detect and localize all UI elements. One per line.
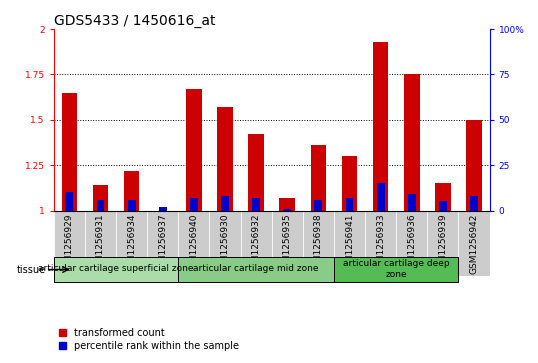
- Bar: [249, 134, 264, 211]
- Bar: [396, 211, 427, 276]
- Bar: [178, 211, 209, 276]
- Bar: [377, 183, 385, 211]
- Bar: [342, 156, 357, 211]
- Text: GSM1256940: GSM1256940: [189, 214, 199, 274]
- Bar: [190, 198, 198, 211]
- Bar: [334, 257, 458, 282]
- Text: GSM1256933: GSM1256933: [376, 214, 385, 274]
- Bar: [97, 200, 104, 211]
- Text: tissue: tissue: [17, 265, 46, 274]
- Bar: [284, 209, 291, 211]
- Bar: [252, 198, 260, 211]
- Bar: [272, 211, 303, 276]
- Text: GSM1256932: GSM1256932: [252, 214, 260, 274]
- Bar: [186, 89, 202, 211]
- Text: GSM1256931: GSM1256931: [96, 214, 105, 274]
- Bar: [178, 257, 334, 282]
- Text: GSM1256942: GSM1256942: [470, 214, 478, 274]
- Bar: [116, 211, 147, 276]
- Text: GSM1256938: GSM1256938: [314, 214, 323, 274]
- Bar: [470, 196, 478, 211]
- Bar: [466, 120, 482, 211]
- Text: GSM1256936: GSM1256936: [407, 214, 416, 274]
- Bar: [128, 200, 136, 211]
- Bar: [315, 200, 322, 211]
- Bar: [334, 211, 365, 276]
- Text: GDS5433 / 1450616_at: GDS5433 / 1450616_at: [54, 14, 215, 28]
- Text: GSM1256929: GSM1256929: [65, 214, 74, 274]
- Bar: [310, 145, 326, 211]
- Bar: [124, 171, 139, 211]
- Bar: [439, 201, 447, 211]
- Bar: [427, 211, 458, 276]
- Bar: [54, 211, 85, 276]
- Text: GSM1256934: GSM1256934: [127, 214, 136, 274]
- Bar: [54, 257, 178, 282]
- Bar: [159, 207, 167, 211]
- Bar: [435, 183, 451, 211]
- Text: articular cartilage deep
zone: articular cartilage deep zone: [343, 259, 450, 279]
- Bar: [408, 194, 416, 211]
- Bar: [279, 198, 295, 211]
- Text: GSM1256937: GSM1256937: [158, 214, 167, 274]
- Bar: [217, 107, 233, 211]
- Bar: [345, 198, 353, 211]
- Bar: [303, 211, 334, 276]
- Bar: [93, 185, 108, 211]
- Bar: [66, 192, 73, 211]
- Text: GSM1256930: GSM1256930: [221, 214, 230, 274]
- Text: GSM1256935: GSM1256935: [283, 214, 292, 274]
- Bar: [458, 211, 490, 276]
- Text: GSM1256941: GSM1256941: [345, 214, 354, 274]
- Bar: [147, 211, 178, 276]
- Legend: transformed count, percentile rank within the sample: transformed count, percentile rank withi…: [59, 328, 239, 351]
- Bar: [209, 211, 240, 276]
- Bar: [373, 42, 388, 211]
- Bar: [221, 196, 229, 211]
- Text: GSM1256939: GSM1256939: [438, 214, 448, 274]
- Text: articular cartilage mid zone: articular cartilage mid zone: [193, 265, 319, 273]
- Bar: [240, 211, 272, 276]
- Bar: [365, 211, 396, 276]
- Bar: [85, 211, 116, 276]
- Bar: [404, 74, 420, 211]
- Text: articular cartilage superficial zone: articular cartilage superficial zone: [38, 265, 194, 273]
- Bar: [61, 93, 77, 211]
